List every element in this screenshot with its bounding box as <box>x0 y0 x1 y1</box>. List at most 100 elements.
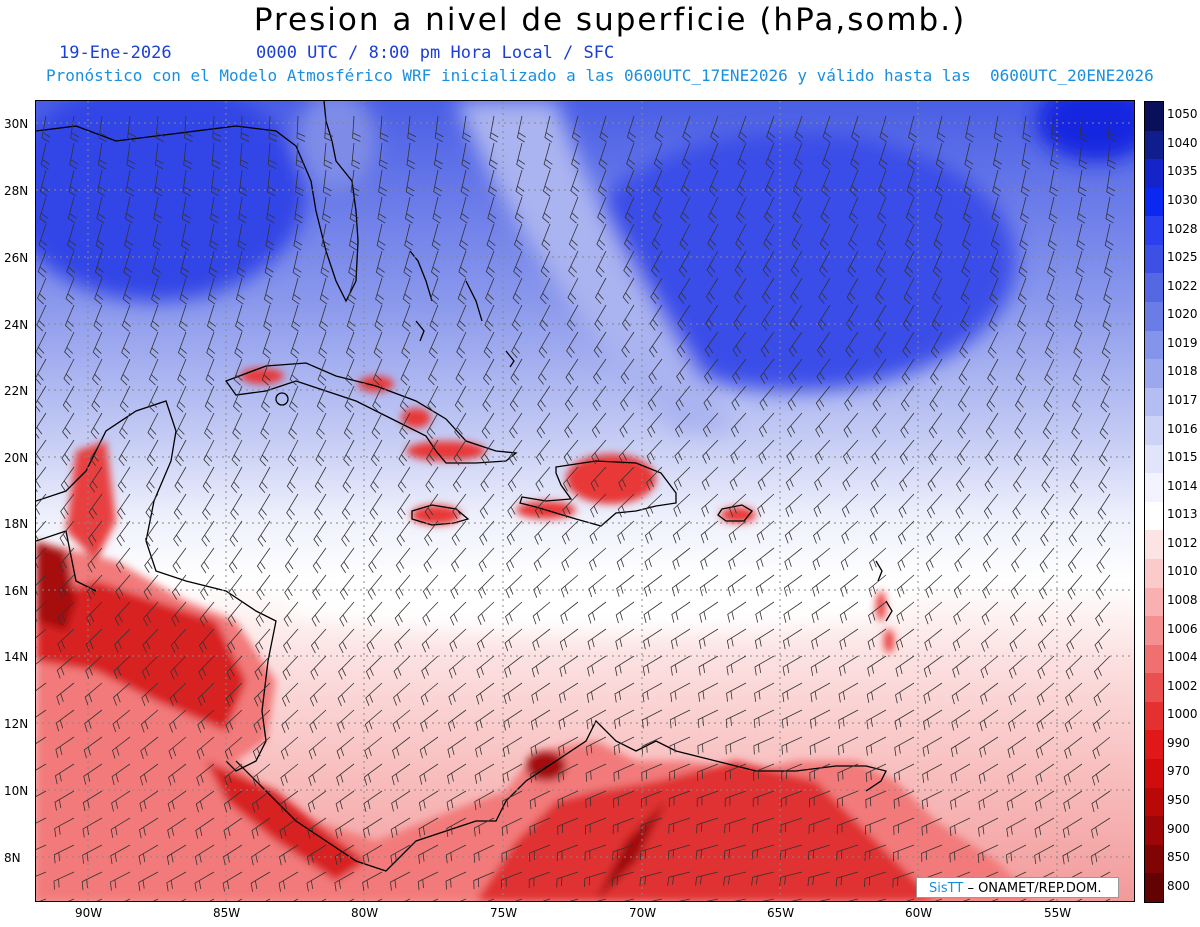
wind-barb <box>559 655 579 677</box>
colorbar-label: 1008 <box>1167 593 1198 607</box>
wind-barb <box>568 250 579 278</box>
wind-barb <box>227 628 243 654</box>
valid-time: 0000 UTC / 8:00 pm Hora Local / SFC <box>256 43 615 63</box>
wind-barb <box>88 493 103 520</box>
wind-barb <box>783 601 803 623</box>
wind-barb <box>669 709 691 729</box>
wind-barb <box>1006 817 1027 838</box>
wind-barb <box>122 277 132 305</box>
wind-barb <box>427 385 439 413</box>
wind-barb <box>343 439 355 467</box>
wind-barb <box>893 790 915 809</box>
wind-barb <box>311 601 327 627</box>
wind-barb <box>725 763 747 781</box>
wind-barb <box>1093 655 1111 680</box>
wind-barb <box>57 601 75 626</box>
wind-barb <box>735 223 747 251</box>
colorbar-label: 800 <box>1167 878 1190 893</box>
wind-barb <box>166 844 187 865</box>
wind-barb <box>963 169 973 197</box>
wind-barb <box>540 250 551 278</box>
wind-barb <box>40 142 50 170</box>
wind-barb <box>291 304 301 332</box>
wind-barb <box>792 196 803 224</box>
wind-barb <box>504 628 523 652</box>
wind-barb <box>258 466 271 494</box>
wind-barb <box>673 466 691 491</box>
wind-barb <box>536 412 551 439</box>
model-info: Pronóstico con el Modelo Atmosférico WRF… <box>46 66 1154 85</box>
wind-barb <box>1091 790 1111 812</box>
wind-barb <box>36 682 47 692</box>
wind-barb <box>675 385 691 411</box>
wind-barb <box>202 493 215 520</box>
wind-barb <box>481 412 495 439</box>
wind-barb <box>643 574 663 597</box>
wind-barb <box>290 331 300 359</box>
wind-barb <box>756 520 775 544</box>
wind-barb <box>724 817 747 834</box>
wind-barb <box>1103 277 1113 305</box>
wind-barb <box>346 331 355 359</box>
colorbar-segment <box>1145 587 1163 617</box>
wind-barb <box>961 250 971 278</box>
wind-barb <box>728 520 747 544</box>
wind-barb <box>614 655 635 677</box>
wind-barb <box>562 493 579 518</box>
wind-barb <box>255 628 271 654</box>
wind-barb <box>312 574 327 600</box>
wind-barb <box>535 466 551 492</box>
wind-barb <box>502 790 523 810</box>
wind-barb <box>697 709 719 729</box>
wind-barb <box>993 115 1003 143</box>
wind-barb <box>837 736 859 756</box>
wind-barb <box>96 196 106 224</box>
wind-barb <box>983 493 999 519</box>
wind-barb <box>324 115 334 142</box>
wind-barb <box>82 817 103 838</box>
wind-barb <box>55 709 75 732</box>
wind-barb <box>699 601 719 623</box>
wind-barb <box>237 223 247 251</box>
wind-barb <box>1102 304 1112 332</box>
wind-barb <box>36 358 47 386</box>
wind-barb <box>199 601 215 627</box>
wind-barb <box>1010 574 1027 599</box>
wind-barb <box>91 358 103 386</box>
wind-barb <box>1064 736 1083 759</box>
wind-barb <box>229 520 243 547</box>
wind-barb <box>177 358 187 386</box>
wind-barb <box>110 817 131 838</box>
wind-barb <box>950 763 971 784</box>
wind-barb <box>896 601 915 625</box>
wind-barb <box>286 466 299 494</box>
wind-barb <box>779 844 803 860</box>
wind-barb <box>625 169 635 197</box>
wind-barb <box>958 358 971 385</box>
colorbar-segment <box>1145 301 1163 331</box>
wind-barb <box>839 601 859 624</box>
colorbar-label: 1000 <box>1167 707 1198 722</box>
wind-barb <box>596 898 607 901</box>
wind-barb <box>682 115 692 143</box>
colorbar-segment <box>1145 530 1163 559</box>
wind-barb <box>141 655 159 680</box>
wind-barb <box>1044 331 1055 359</box>
wind-barb <box>420 682 439 706</box>
wind-barb <box>266 196 276 224</box>
wind-barb <box>85 628 103 653</box>
wind-barb <box>898 493 915 518</box>
wind-barb <box>283 601 299 627</box>
wind-barb <box>342 466 355 493</box>
wind-barb <box>369 493 383 520</box>
wind-barb <box>150 304 160 332</box>
wind-barb <box>198 655 215 680</box>
wind-barb <box>618 466 635 491</box>
wind-barb <box>39 196 49 224</box>
wind-barb <box>288 385 299 413</box>
wind-barb <box>786 439 803 464</box>
wind-barb <box>1038 574 1055 600</box>
wind-barb <box>643 628 663 650</box>
wind-barb <box>1041 466 1055 493</box>
wind-barb <box>1035 736 1055 759</box>
